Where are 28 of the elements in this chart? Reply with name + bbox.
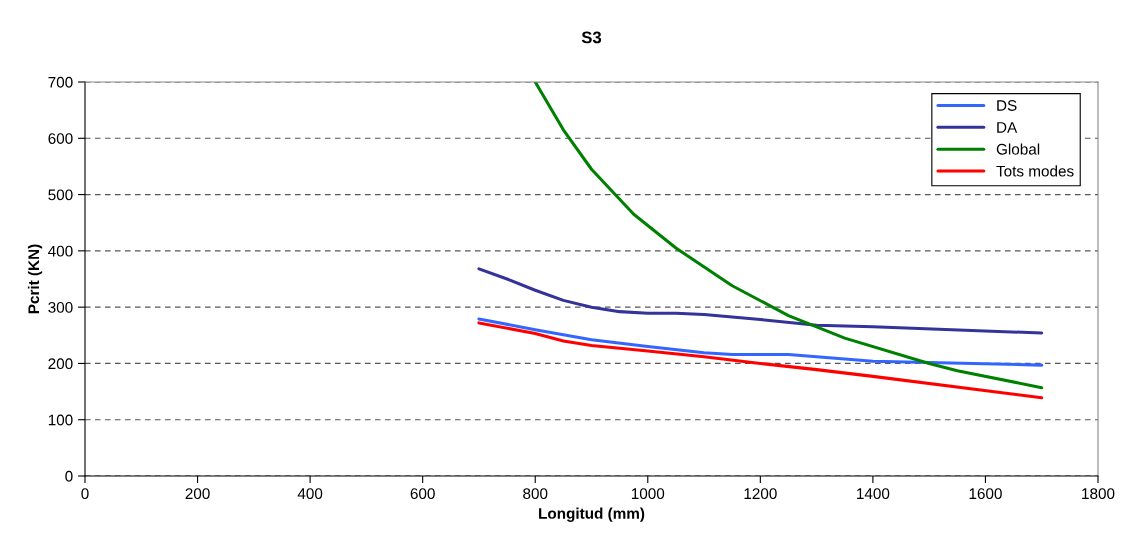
y-tick-label: 400	[48, 245, 73, 257]
y-axis-title: Pcrit (KN)	[27, 244, 43, 314]
y-tick-label: 100	[48, 414, 73, 426]
x-axis-title: Longitud (mm)	[539, 507, 645, 522]
x-tick-label: 400	[297, 488, 323, 500]
y-tick-label: 600	[48, 133, 73, 144]
line-series	[477, 321, 1044, 400]
legend-label: DA	[997, 122, 1018, 133]
chart-title: S3	[581, 31, 602, 44]
x-tick-label: 600	[410, 488, 435, 500]
line-series	[477, 317, 1044, 367]
x-tick-label: 1000	[631, 488, 665, 500]
y-tick-label: 200	[48, 358, 73, 370]
legend-label: Global	[996, 143, 1040, 155]
x-tick-label: 1800	[1082, 488, 1115, 500]
x-tick-label: 0	[81, 488, 89, 500]
line-series	[477, 267, 1044, 335]
y-tick-label: 700	[48, 76, 73, 88]
x-tick-label: 1200	[744, 488, 777, 500]
y-tick-label: 0	[65, 470, 73, 482]
x-tick-label: 1600	[969, 488, 1002, 500]
y-tick-label: 500	[48, 189, 73, 201]
legend-label: Tots modes	[996, 165, 1074, 177]
x-tick-label: 1400	[857, 488, 890, 500]
x-tick-label: 200	[185, 488, 210, 500]
y-tick-label: 300	[48, 302, 73, 313]
legend-label: DS	[997, 100, 1017, 111]
x-tick-label: 800	[523, 488, 548, 500]
